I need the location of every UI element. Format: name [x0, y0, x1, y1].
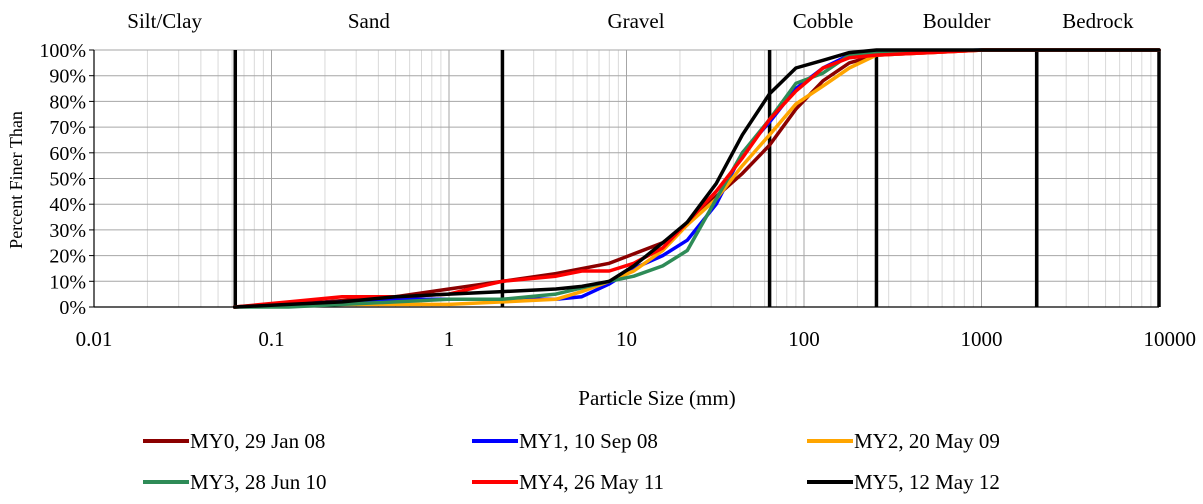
- y-tick-label: 30%: [49, 220, 86, 242]
- size-class-labels: Silt/Clay Sand Gravel Cobble Boulder Bedrock: [127, 9, 1134, 33]
- y-tick-label: 20%: [49, 246, 86, 268]
- x-tick-label: 10000: [1144, 327, 1197, 351]
- y-tick-label: 10%: [49, 271, 86, 293]
- x-axis-title: Particle Size (mm): [578, 386, 735, 410]
- y-tick-label: 0%: [59, 297, 86, 319]
- y-axis-title: Percent Finer Than: [6, 111, 26, 249]
- x-tick-label: 1: [444, 327, 455, 351]
- x-tick-label: 0.01: [76, 327, 113, 351]
- x-tick-labels: 0.01 0.1 1 10 100 1000 10000: [76, 327, 1196, 351]
- legend-label: MY0, 29 Jan 08: [190, 429, 325, 453]
- size-class-label: Bedrock: [1062, 9, 1134, 33]
- y-tick-label: 80%: [49, 91, 86, 113]
- legend-label: MY1, 10 Sep 08: [519, 429, 658, 453]
- legend-label: MY4, 26 May 11: [519, 470, 664, 494]
- series-line-2: [232, 48, 1161, 309]
- x-tick-label: 0.1: [258, 327, 284, 351]
- y-tick-label: 100%: [39, 40, 86, 62]
- x-tick-label: 10: [616, 327, 637, 351]
- size-class-label: Boulder: [923, 9, 991, 33]
- size-class-label: Sand: [348, 9, 391, 33]
- legend-label: MY5, 12 May 12: [854, 470, 1000, 494]
- y-tick-label: 40%: [49, 194, 86, 216]
- legend: MY0, 29 Jan 08 MY1, 10 Sep 08 MY2, 20 May …: [143, 429, 1000, 494]
- x-tick-label: 100: [788, 327, 820, 351]
- x-tick-label: 1000: [961, 327, 1003, 351]
- y-tick-label: 90%: [49, 66, 86, 88]
- size-class-label: Cobble: [793, 9, 854, 33]
- y-tick-label: 50%: [49, 169, 86, 191]
- legend-label: MY3, 28 Jun 10: [190, 470, 327, 494]
- y-tick-label: 70%: [49, 117, 86, 139]
- legend-label: MY2, 20 May 09: [854, 429, 1000, 453]
- size-class-label: Silt/Clay: [127, 9, 202, 33]
- size-class-label: Gravel: [607, 9, 664, 33]
- y-tick-labels: 0% 10% 20% 30% 40% 50% 60% 70% 80% 90% 100%: [39, 40, 86, 319]
- series-line-5: [232, 48, 1161, 309]
- series-lines: [232, 48, 1161, 309]
- y-tick-label: 60%: [49, 143, 86, 165]
